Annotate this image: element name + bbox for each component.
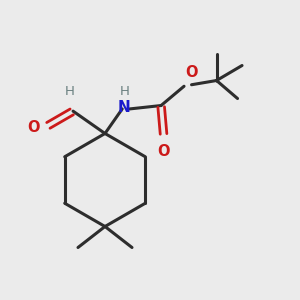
Text: H: H <box>65 85 75 98</box>
Text: O: O <box>158 144 170 159</box>
Text: O: O <box>27 120 40 135</box>
Text: O: O <box>185 65 198 80</box>
Text: N: N <box>117 100 130 115</box>
Text: H: H <box>120 85 130 98</box>
